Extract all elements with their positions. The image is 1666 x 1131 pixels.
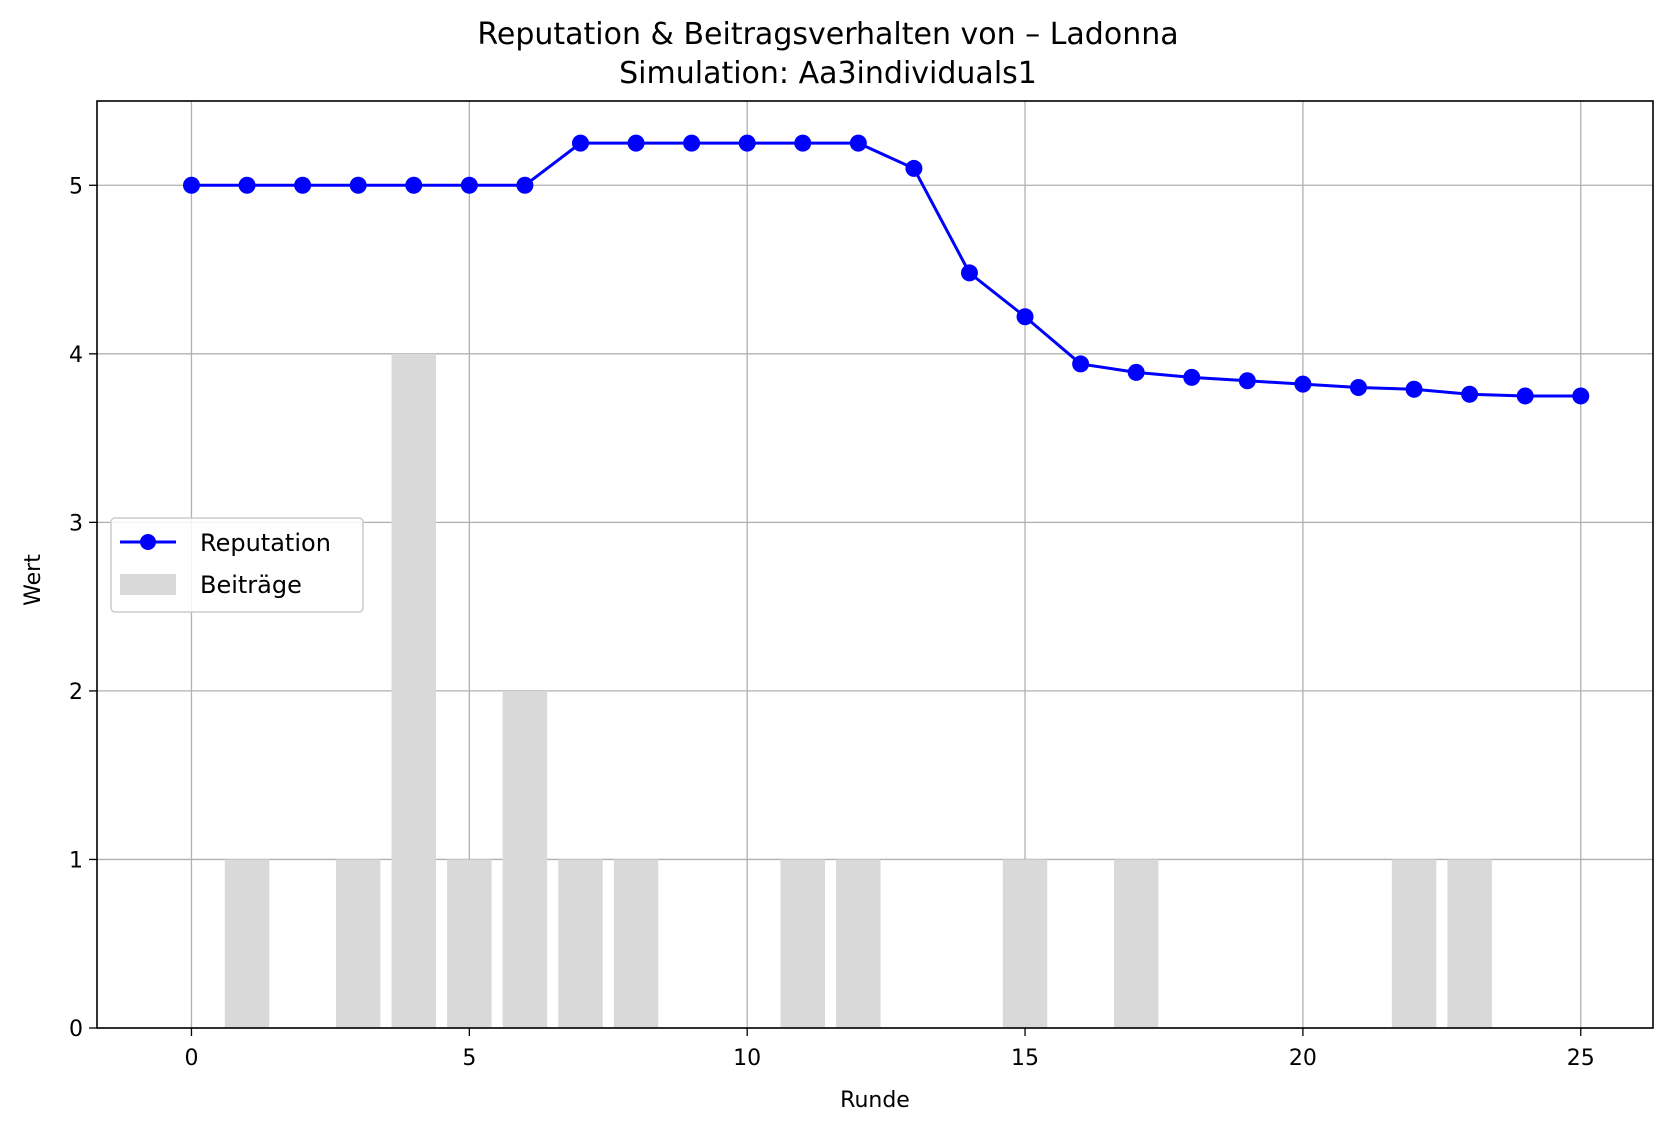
bar — [335, 859, 381, 1028]
reputation-point — [1127, 363, 1145, 381]
reputation-point — [460, 176, 478, 194]
reputation-line — [191, 141, 1581, 398]
bar — [780, 859, 825, 1028]
chart-subtitle: Simulation: Aa3individuals1 — [619, 56, 1037, 91]
x-tick-label: 10 — [733, 1046, 761, 1071]
reputation-point — [516, 176, 534, 194]
reputation-point — [1572, 387, 1590, 405]
reputation-point — [627, 134, 645, 152]
x-tick-label: 15 — [1011, 1046, 1039, 1071]
reputation-point — [1349, 379, 1367, 397]
x-tick-label: 5 — [462, 1046, 476, 1071]
reputation-point — [1238, 372, 1256, 390]
reputation-point — [905, 159, 923, 177]
x-tick-label: 25 — [1567, 1046, 1595, 1071]
reputation-point — [1461, 385, 1479, 403]
y-tick-label: 1 — [69, 848, 83, 873]
reputation-point — [1294, 375, 1312, 393]
reputation-point — [683, 134, 701, 152]
reputation-point — [349, 176, 367, 194]
bar — [1447, 859, 1492, 1028]
bar — [502, 690, 548, 1028]
bar — [613, 859, 659, 1028]
reputation-point — [238, 176, 256, 194]
y-axis-ticks: 0 1 2 3 4 5 — [69, 174, 97, 1042]
y-tick-label: 3 — [69, 511, 83, 536]
bar — [1113, 859, 1159, 1028]
legend-label-beitraege: Beiträge — [200, 571, 302, 599]
line-series — [182, 134, 1590, 405]
chart-title: Reputation & Beitragsverhalten von – Lad… — [477, 17, 1178, 52]
y-tick-label: 4 — [69, 343, 83, 368]
x-axis-label: Runde — [840, 1088, 910, 1113]
reputation-point — [738, 134, 756, 152]
reputation-point — [1405, 380, 1423, 398]
y-axis-label: Wert — [21, 554, 46, 606]
reputation-point — [849, 134, 867, 152]
bar — [836, 859, 881, 1028]
reputation-point — [1016, 308, 1034, 326]
reputation-point — [794, 134, 812, 152]
bar — [224, 859, 270, 1028]
bar — [447, 859, 492, 1028]
bar-series — [224, 353, 1492, 1028]
y-tick-label: 0 — [69, 1017, 83, 1042]
y-tick-label: 2 — [69, 680, 83, 705]
reputation-point — [405, 176, 423, 194]
reputation-point — [1072, 355, 1090, 373]
x-tick-label: 0 — [184, 1046, 198, 1071]
reputation-point — [294, 176, 312, 194]
reputation-point — [1183, 368, 1201, 386]
reputation-point — [571, 134, 589, 152]
bar — [391, 353, 436, 1028]
legend: Reputation Beiträge — [110, 517, 364, 613]
y-tick-label: 5 — [69, 174, 83, 199]
reputation-point — [1516, 387, 1534, 405]
bar — [1002, 859, 1048, 1028]
x-tick-label: 20 — [1289, 1046, 1317, 1071]
legend-marker-swatch — [140, 534, 156, 550]
legend-label-reputation: Reputation — [200, 529, 331, 557]
bar — [1391, 859, 1437, 1028]
reputation-point — [960, 264, 978, 282]
plot-frame — [96, 100, 1654, 1029]
x-axis-ticks: 0 5 10 15 20 25 — [184, 1028, 1595, 1071]
legend-bar-swatch — [120, 574, 176, 595]
bar — [558, 859, 603, 1028]
reputation-point — [182, 176, 200, 194]
